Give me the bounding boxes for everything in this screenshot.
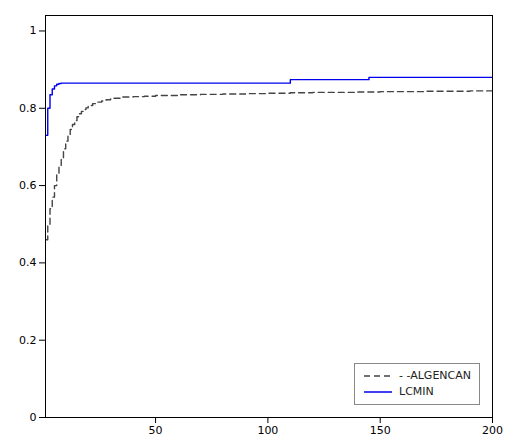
svg-text:100: 100 (257, 424, 278, 437)
svg-text:0.8: 0.8 (19, 102, 37, 115)
html-text:- -ALGENCAN: - -ALGENCAN (399, 369, 471, 382)
svg-text:200: 200 (482, 424, 503, 437)
svg-text:0.4: 0.4 (19, 256, 37, 269)
html-text:LCMIN: LCMIN (399, 385, 434, 398)
svg-text:150: 150 (370, 424, 391, 437)
svg-text:0: 0 (30, 411, 37, 424)
svg-text:50: 50 (149, 424, 163, 437)
svg-text:1: 1 (30, 24, 37, 37)
svg-text:0.6: 0.6 (19, 179, 37, 192)
svg-text:0.2: 0.2 (19, 334, 37, 347)
